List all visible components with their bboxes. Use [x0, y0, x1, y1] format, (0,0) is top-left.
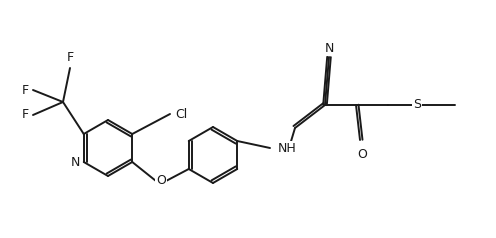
Text: N: N: [324, 42, 334, 55]
Text: Cl: Cl: [175, 108, 187, 120]
Text: N: N: [70, 155, 80, 169]
Text: O: O: [156, 174, 166, 188]
Text: F: F: [22, 84, 29, 96]
Text: O: O: [357, 148, 367, 161]
Text: S: S: [413, 99, 421, 111]
Text: F: F: [66, 51, 73, 64]
Text: NH: NH: [278, 142, 297, 154]
Text: F: F: [22, 109, 29, 122]
